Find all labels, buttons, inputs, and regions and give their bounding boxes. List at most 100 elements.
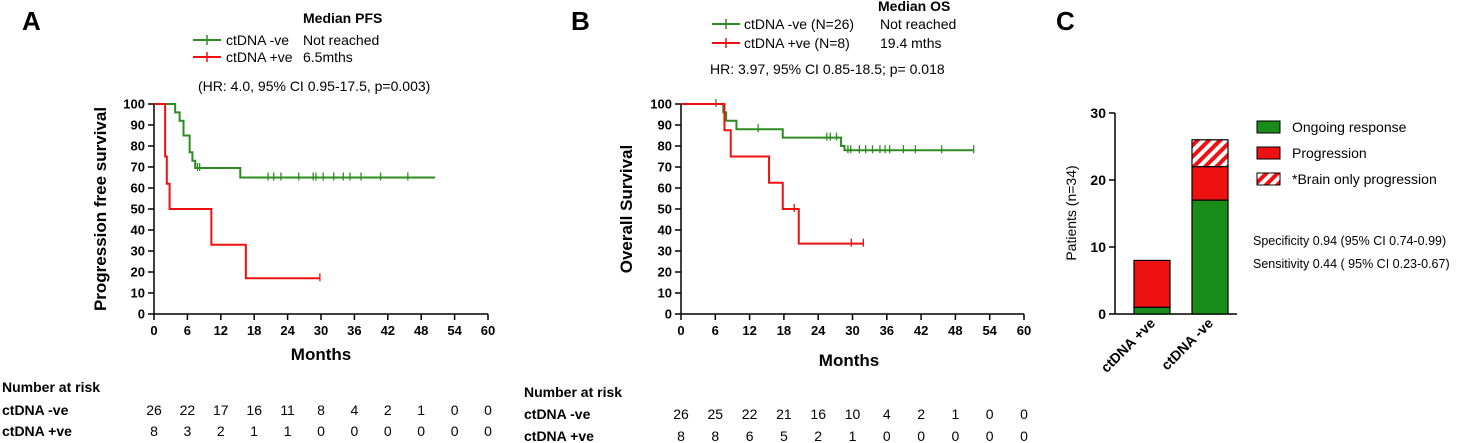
- legend-entry-b-pos: ctDNA +ve (N=8) 19.4 mths: [712, 35, 941, 51]
- x-tick-label: 24: [811, 323, 826, 338]
- x-tick-label: 54: [447, 323, 462, 338]
- panel-label-a: A: [22, 6, 41, 36]
- risk-value: 0: [384, 423, 392, 439]
- risk-value: 1: [284, 423, 292, 439]
- x-tick-label: 6: [184, 323, 191, 338]
- y-axis-label-a: Progression free survival: [91, 107, 110, 311]
- risk-row-label-b-neg: ctDNA -ve: [524, 406, 591, 422]
- legend-label-b-pos: ctDNA +ve (N=8): [744, 35, 850, 51]
- risk-title-a: Number at risk: [2, 379, 100, 395]
- risk-value: 6: [746, 428, 754, 443]
- y-tick-label: 20: [1090, 172, 1106, 188]
- risk-value: 25: [708, 406, 724, 422]
- risk-value: 22: [180, 402, 196, 418]
- legend-median-b-neg: Not reached: [880, 16, 956, 32]
- risk-value: 8: [677, 428, 685, 443]
- panel-label-c: C: [1056, 6, 1075, 36]
- x-tick-label: 30: [314, 323, 328, 338]
- y-tick-label: 10: [658, 286, 672, 301]
- risk-value: 16: [246, 402, 262, 418]
- risk-value: 4: [351, 402, 359, 418]
- x-tick-label: 24: [280, 323, 295, 338]
- x-tick-label: 60: [481, 323, 495, 338]
- x-tick-label: 36: [880, 323, 894, 338]
- stats-a: (HR: 4.0, 95% CI 0.95-17.5, p=0.003): [198, 78, 430, 94]
- bar-segment: [1133, 259, 1171, 308]
- legend-entry-a-pos: ctDNA +ve 6.5mths: [193, 49, 353, 65]
- y-tick-label: 0: [138, 307, 145, 322]
- legend-median-a-pos: 6.5mths: [303, 49, 353, 65]
- sensitivity-text: Sensitivity 0.44 ( 95% CI 0.23-0.67): [1253, 257, 1450, 271]
- risk-value: 0: [351, 423, 359, 439]
- risk-value: 2: [814, 428, 822, 443]
- risk-table-a: Number at risk ctDNA -ve ctDNA +ve 26 22 1…: [2, 379, 492, 439]
- x-tick-label: 42: [914, 323, 928, 338]
- bars-c: [1133, 139, 1229, 315]
- risk-value: 17: [213, 402, 229, 418]
- x-axis-label-b: Months: [819, 351, 879, 370]
- y-tick-label: 80: [658, 139, 672, 154]
- legend-c: Ongoing response Progression *Brain only…: [1256, 119, 1437, 187]
- legend-b: ctDNA -ve (N=26) Not reached ctDNA +ve (…: [712, 16, 956, 51]
- survival-curve-ctdna-pos: [154, 103, 320, 280]
- risk-value: 0: [417, 423, 425, 439]
- stats-b: HR: 3.97, 95% CI 0.85-18.5; p= 0.018: [710, 61, 945, 77]
- bar-segment: [1133, 306, 1171, 315]
- survival-curve-ctdna-pos: [681, 103, 864, 245]
- risk-value: 11: [280, 402, 295, 418]
- x-categories-c: ctDNA +ve ctDNA -ve: [1097, 315, 1216, 376]
- x-tick-label: 54: [982, 323, 997, 338]
- risk-value: 0: [1020, 428, 1028, 443]
- risk-value: 8: [711, 428, 719, 443]
- panel-a: A Median PFS ctDNA -ve Not reached ctDNA…: [2, 6, 495, 439]
- risk-value: 4: [883, 406, 891, 422]
- risk-row-label-a-neg: ctDNA -ve: [2, 402, 69, 418]
- panel-label-b: B: [571, 6, 590, 36]
- risk-value: 5: [780, 428, 788, 443]
- panel-b: B Median OS ctDNA -ve (N=26) Not reached…: [524, 0, 1031, 443]
- legend-title-b: Median OS: [878, 0, 950, 14]
- legend-entry-a-neg: ctDNA -ve Not reached: [193, 32, 379, 48]
- legend-median-b-pos: 19.4 mths: [880, 35, 941, 51]
- legend-median-a-neg: Not reached: [303, 32, 379, 48]
- y-tick-label: 70: [131, 160, 145, 175]
- y-tick-label: 60: [658, 181, 672, 196]
- risk-value: 0: [986, 406, 994, 422]
- x-tick-label: 12: [742, 323, 756, 338]
- risk-value: 8: [317, 402, 325, 418]
- risk-values-a: 26 22 17 16 11 8 4 2 1 0 08 3 2 1 1 0 0 0 0 0 0: [146, 402, 492, 439]
- x-tick-label: 48: [948, 323, 962, 338]
- x-tick-label: 30: [845, 323, 859, 338]
- y-tick-label: 30: [131, 244, 145, 259]
- legend-label-a-pos: ctDNA +ve: [226, 49, 293, 65]
- legend-label-c-progression: Progression: [1292, 145, 1367, 161]
- y-tick-label: 10: [1090, 239, 1106, 255]
- risk-table-b: Number at risk ctDNA -ve ctDNA +ve 26 25 2…: [524, 384, 1028, 443]
- legend-entry-b-neg: ctDNA -ve (N=26) Not reached: [712, 16, 956, 32]
- bar-segment: [1191, 199, 1229, 315]
- x-tick-label: 6: [712, 323, 719, 338]
- risk-value: 21: [776, 406, 792, 422]
- y-tick-label: 50: [658, 202, 672, 217]
- y-ticks-a: 0 10 20 30 40 50 60 70 80 90 100: [123, 97, 154, 322]
- risk-value: 1: [849, 428, 857, 443]
- x-axis-label-a: Months: [291, 345, 351, 364]
- risk-values-b: 26 25 22 21 16 10 4 2 1 0 08 8 6 5 2 1 0 0 0 0 0: [673, 406, 1028, 443]
- legend-label-a-neg: ctDNA -ve: [226, 32, 289, 48]
- risk-value: 2: [384, 402, 392, 418]
- y-axis-label-b: Overall Survival: [617, 145, 636, 274]
- y-tick-label: 50: [131, 202, 145, 217]
- risk-value: 0: [952, 428, 960, 443]
- x-category-label: ctDNA +ve: [1097, 315, 1158, 376]
- risk-value: 3: [184, 423, 192, 439]
- y-axis-label-c: Patients (n=34): [1063, 165, 1079, 260]
- x-category-label: ctDNA -ve: [1158, 315, 1216, 373]
- legend-swatch-c-ongoing: [1256, 120, 1281, 134]
- survival-curve-ctdna-neg: [154, 103, 436, 179]
- y-ticks-c: 0 10 20 30: [1090, 105, 1115, 322]
- legend-a: ctDNA -ve Not reached ctDNA +ve 6.5mths: [193, 32, 379, 65]
- x-ticks-b: 0 6 12 18 24 30 36 42 48 54 60: [677, 314, 1031, 338]
- y-tick-label: 90: [131, 118, 145, 133]
- risk-value: 0: [484, 423, 492, 439]
- y-tick-label: 60: [131, 181, 145, 196]
